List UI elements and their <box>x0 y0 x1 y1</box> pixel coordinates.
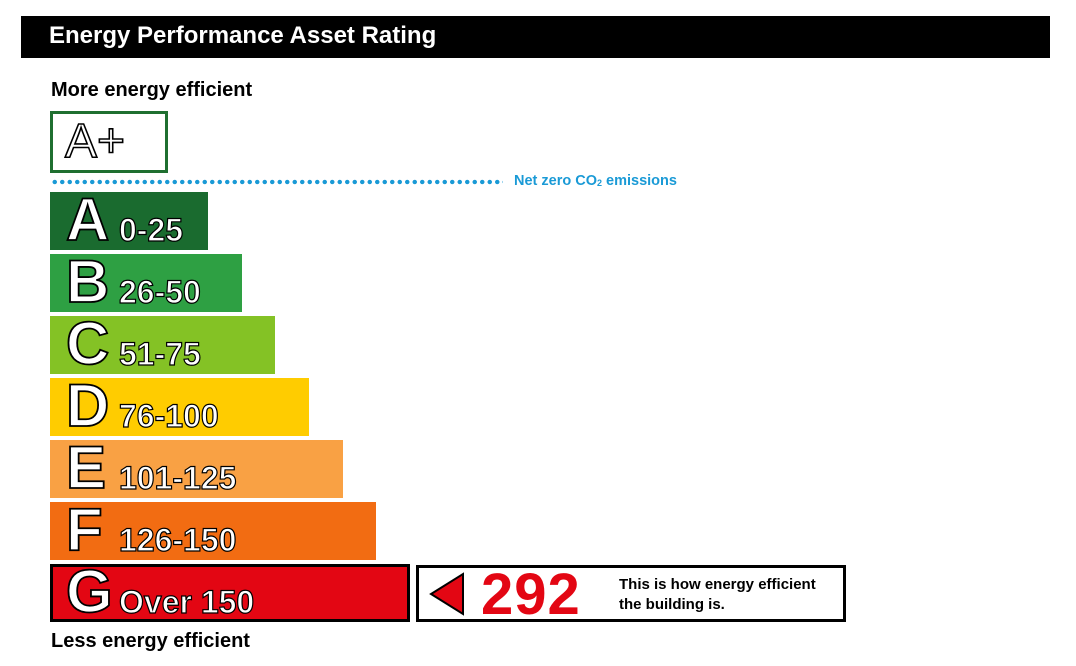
band-f-letter: F <box>65 496 103 563</box>
band-d-letter: D <box>65 372 110 439</box>
band-d-range: 76-100 <box>118 397 219 434</box>
band-b-range: 26-50 <box>118 273 201 310</box>
title-bar: Energy Performance Asset Rating <box>21 16 1050 58</box>
band-c: C 51-75 <box>50 311 275 376</box>
band-a-range: 0-25 <box>118 211 184 248</box>
band-e: E 101-125 <box>50 435 343 500</box>
band-c-range: 51-75 <box>118 335 201 372</box>
band-a: A 0-25 <box>50 187 208 252</box>
net-zero-label: Net zero CO2 emissions <box>514 173 677 189</box>
band-d: D 76-100 <box>50 373 309 438</box>
band-g: G Over 150 <box>50 559 410 624</box>
less-efficient-label: Less energy efficient <box>51 630 250 652</box>
page-title: Energy Performance Asset Rating <box>49 22 437 49</box>
rating-arrow-icon <box>429 572 464 616</box>
band-f-range: 126-150 <box>118 521 237 558</box>
band-b: B 26-50 <box>50 249 242 314</box>
current-rating-box: 292 This is how energy efficient the bui… <box>416 562 846 627</box>
net-zero-dotted-line <box>51 179 503 185</box>
band-g-letter: G <box>65 558 113 625</box>
band-e-letter: E <box>65 434 107 501</box>
band-b-letter: B <box>65 248 110 315</box>
band-a-plus-letter: A+ <box>64 114 126 169</box>
current-rating-value: 292 <box>481 562 581 627</box>
band-a-letter: A <box>65 186 110 253</box>
band-c-letter: C <box>65 310 110 377</box>
band-g-range: Over 150 <box>118 583 255 620</box>
more-efficient-label: More energy efficient <box>51 79 253 101</box>
band-a-plus: A+ <box>50 111 168 173</box>
band-e-range: 101-125 <box>118 459 237 496</box>
current-rating-caption: This is how energy efficient the buildin… <box>619 576 816 613</box>
band-f: F 126-150 <box>50 497 376 562</box>
